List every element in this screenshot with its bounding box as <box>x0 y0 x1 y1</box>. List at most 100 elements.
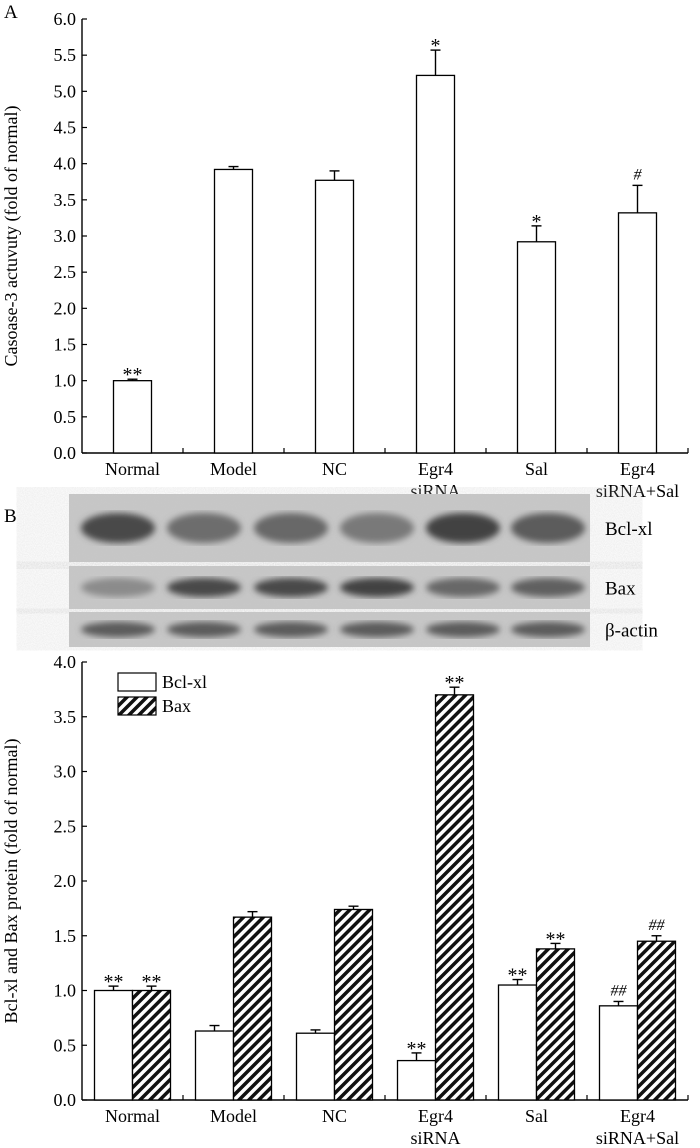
y-tick-label: 1.0 <box>54 371 77 391</box>
significance-label: ## <box>649 917 666 934</box>
bar <box>232 916 273 1101</box>
y-tick-label: 3.0 <box>54 226 77 246</box>
x-tick-label: Sal <box>525 459 548 479</box>
blot-band <box>511 513 585 543</box>
y-tick-label: 0.5 <box>54 1035 77 1055</box>
bar <box>131 989 172 1101</box>
y-tick-label: 2.5 <box>54 262 77 282</box>
x-tick-label: Egr4 <box>418 1106 453 1126</box>
bar <box>194 1030 235 1101</box>
blot-noise <box>69 612 590 647</box>
blot-band <box>81 621 155 638</box>
x-tick-label: Egr4 <box>620 1106 655 1126</box>
y-tick-label: 1.5 <box>54 926 77 946</box>
y-tick-label: 5.5 <box>54 45 77 65</box>
blot-band <box>81 578 155 597</box>
blot-band <box>254 513 328 543</box>
blot-band <box>426 621 500 638</box>
blot-band <box>167 621 241 638</box>
bar <box>636 940 677 1101</box>
bar <box>617 212 658 454</box>
x-tick-label: Normal <box>105 459 160 479</box>
blot-band <box>340 578 414 597</box>
y-tick-label: 3.5 <box>54 190 77 210</box>
chart-b: 0.0 0.5 1.0 1.5 2.0 2.5 3.0 3.5 4.0 Bcl-xl and Ba… <box>1 652 689 1148</box>
y-tick-label: 4.0 <box>54 652 77 672</box>
y-tick-label: 2.5 <box>54 816 77 836</box>
x-tick-label: siRNA+Sal <box>596 481 679 501</box>
blot-band <box>426 513 500 543</box>
x-tick-label: Model <box>210 1106 257 1126</box>
y-tick-label: 4.5 <box>54 118 77 138</box>
blot-band <box>167 513 241 543</box>
bar <box>333 908 374 1101</box>
bar <box>213 168 254 454</box>
y-tick-label: 4.0 <box>54 154 77 174</box>
x-tick-label: Egr4 <box>620 459 655 479</box>
y-tick-label: 1.5 <box>54 335 77 355</box>
bar <box>535 948 576 1101</box>
y-tick-label: 1.0 <box>54 981 77 1001</box>
panel-label-b: B <box>4 506 17 527</box>
bar <box>497 984 538 1101</box>
blot-label: Bax <box>605 579 636 600</box>
legend-swatch <box>117 696 157 716</box>
bar <box>598 1005 639 1101</box>
significance-label: ** <box>407 1038 427 1060</box>
x-tick-label: Model <box>210 459 257 479</box>
y-tick-label: 2.0 <box>54 298 77 318</box>
bar <box>516 241 557 454</box>
x-tick-label: Normal <box>105 1106 160 1126</box>
y-tick-label: 2.0 <box>54 871 77 891</box>
significance-label: ** <box>104 971 124 993</box>
y-tick-label: 0.5 <box>54 407 77 427</box>
blot-band <box>426 578 500 597</box>
blot-band <box>254 621 328 638</box>
blot-band <box>81 513 155 543</box>
significance-label: ** <box>142 971 162 993</box>
x-tick-label: NC <box>322 459 347 479</box>
chart-a: 0.0 0.5 1.0 1.5 2.0 2.5 3.0 3.5 4.0 4.5 5.0 5.5 6.0 C… <box>1 9 689 501</box>
legend-swatch <box>117 672 157 692</box>
bar <box>434 694 475 1101</box>
blot-noise <box>69 494 590 562</box>
significance-label: # <box>634 166 643 183</box>
x-tick-label: siRNA+Sal <box>596 1128 679 1148</box>
y-tick-label: 5.0 <box>54 81 77 101</box>
blot-band <box>167 578 241 597</box>
significance-label: ** <box>123 364 143 386</box>
y-tick-label: 3.5 <box>54 707 77 727</box>
x-tick-label: NC <box>322 1106 347 1126</box>
bar <box>295 1032 336 1101</box>
legend-label: Bcl-xl <box>162 672 207 692</box>
bar <box>112 380 153 454</box>
bar <box>314 179 355 454</box>
x-tick-label: Egr4 <box>418 459 453 479</box>
significance-label: ## <box>611 982 628 999</box>
y-axis-label: Bcl-xl and Bax protein (fold of normal) <box>1 739 22 1024</box>
blot-band <box>511 621 585 638</box>
y-tick-label: 3.0 <box>54 762 77 782</box>
bar <box>93 989 134 1101</box>
bar <box>396 1059 437 1101</box>
western-blot: Bcl-xl Bax β-actin <box>69 494 658 647</box>
blot-band <box>511 578 585 597</box>
blot-band <box>340 513 414 543</box>
blot-label: β-actin <box>605 621 658 642</box>
panel-label-a: A <box>4 2 18 23</box>
significance-label: * <box>532 211 542 233</box>
significance-label: * <box>431 35 441 57</box>
blot-label: Bcl-xl <box>605 519 653 540</box>
x-tick-label: Sal <box>525 1106 548 1126</box>
significance-label: ** <box>546 928 566 950</box>
y-tick-label: 0.0 <box>54 1090 77 1110</box>
bar <box>415 74 456 454</box>
y-axis-label: Casoase-3 actuvuty (fold of normal) <box>1 106 22 367</box>
significance-label: ** <box>445 672 465 694</box>
blot-band <box>254 578 328 597</box>
blot-band <box>340 621 414 638</box>
x-tick-label: siRNA <box>410 1128 460 1148</box>
y-tick-label: 0.0 <box>54 443 77 463</box>
legend-label: Bax <box>162 696 191 716</box>
